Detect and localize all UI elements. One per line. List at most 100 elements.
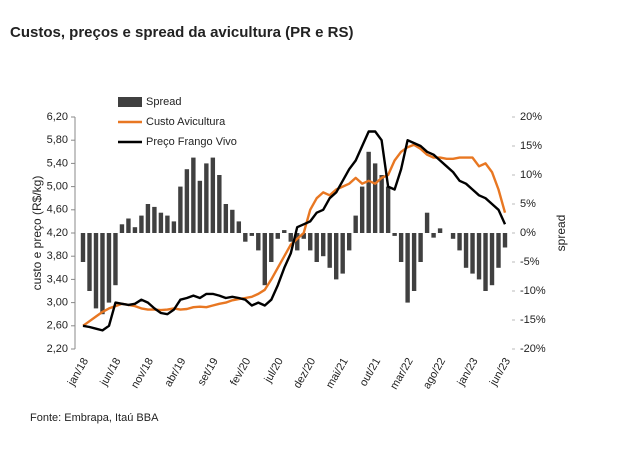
x-tick-label: jun/23	[487, 356, 513, 389]
spread-bar	[113, 233, 118, 286]
x-tick-label: nov/18	[129, 356, 156, 391]
spread-bar	[275, 233, 280, 239]
y-tick-label: 5,80	[47, 134, 68, 146]
spread-bar	[418, 233, 423, 262]
spread-bar	[126, 218, 131, 233]
x-tick-label: abr/19	[163, 356, 189, 389]
spread-bar	[269, 233, 274, 262]
y-tick-label: 5,00	[47, 181, 68, 193]
spread-bar	[165, 215, 170, 233]
x-tick-label: jan/23	[455, 356, 481, 389]
x-tick-label: out/21	[358, 356, 384, 388]
spread-bar	[372, 163, 378, 233]
y-tick-label: 3,40	[47, 273, 68, 285]
y-tick-label: 3,80	[47, 250, 68, 262]
spread-bar	[483, 233, 488, 291]
spread-bar	[301, 233, 306, 239]
spread-bar	[256, 233, 261, 251]
y2-tick-label: -15%	[520, 314, 546, 326]
spread-bar	[476, 233, 482, 280]
spread-bar	[496, 233, 501, 268]
spread-bar	[249, 233, 254, 236]
spread-bar	[230, 209, 235, 233]
y-tick-label: 6,20	[47, 111, 68, 123]
x-tick-label: jul/20	[262, 356, 286, 386]
spread-bar	[236, 221, 242, 233]
spread-bar	[450, 233, 456, 239]
spread-bar	[191, 157, 196, 233]
spread-bar	[346, 233, 352, 251]
spread-bar	[327, 233, 332, 268]
x-tick-label: dez/20	[291, 356, 318, 391]
legend-label: Custo Avicultura	[146, 116, 226, 128]
spread-bar	[204, 163, 209, 233]
spread-bar	[295, 233, 300, 251]
y2-tick-label: 0%	[520, 227, 536, 239]
spread-bar	[171, 221, 177, 233]
y2-tick-label: -10%	[520, 285, 546, 297]
spread-bar	[197, 180, 203, 233]
spread-bar	[437, 228, 443, 233]
spread-bar	[288, 233, 293, 242]
y-tick-label: 4,20	[47, 227, 68, 239]
spread-bar	[398, 233, 404, 262]
spread-bar	[431, 233, 436, 238]
y2-tick-label: -5%	[520, 256, 540, 268]
spread-bar	[489, 233, 495, 286]
spread-bar	[405, 233, 410, 303]
spread-bar	[87, 233, 92, 291]
y2-tick-label: 5%	[520, 198, 536, 210]
spread-bar	[470, 233, 475, 274]
spread-bar	[132, 227, 138, 233]
spread-bar	[353, 215, 358, 233]
spread-bar	[178, 186, 183, 233]
spread-bar	[243, 233, 248, 242]
y2-tick-label: 10%	[520, 169, 542, 181]
spread-bar	[217, 175, 222, 233]
spread-bar	[308, 233, 313, 251]
spread-bar	[106, 233, 112, 303]
x-tick-label: mai/21	[324, 356, 351, 391]
spread-bar	[424, 212, 430, 233]
y2-axis-title: spread	[554, 215, 568, 252]
series-line	[82, 130, 507, 332]
spread-bar	[282, 230, 287, 233]
spread-bar	[314, 233, 319, 262]
spread-bar	[385, 186, 391, 233]
spread-bar	[139, 215, 144, 233]
spread-bar	[340, 233, 345, 274]
x-tick-label: jun/18	[98, 356, 124, 389]
source-note: Fonte: Embrapa, Itaú BBA	[30, 412, 159, 424]
legend-label: Preço Frango Vivo	[146, 136, 237, 148]
spread-bar	[262, 233, 267, 286]
spread-bar	[93, 233, 99, 309]
spread-bar	[463, 233, 469, 268]
spread-bar	[392, 233, 397, 236]
spread-bar	[119, 224, 125, 233]
spread-bar	[334, 233, 339, 280]
spread-bar	[321, 233, 326, 257]
spread-bar	[502, 233, 508, 248]
spread-bar	[223, 204, 229, 233]
spread-bar	[457, 233, 462, 251]
spread-bar	[411, 233, 417, 291]
y-tick-label: 2,20	[47, 343, 68, 355]
y2-tick-label: -20%	[520, 343, 546, 355]
legend-label: Spread	[146, 96, 181, 108]
y-tick-label: 4,60	[47, 204, 68, 216]
x-tick-label: jan/18	[65, 356, 91, 389]
spread-bar	[366, 151, 371, 233]
y-tick-label: 2,60	[47, 320, 68, 332]
x-tick-label: set/19	[196, 356, 221, 388]
spread-bar	[379, 175, 384, 233]
spread-bar	[359, 186, 365, 233]
y-axis-title: custo e preço (R$/kg)	[30, 176, 44, 291]
spread-bar	[152, 206, 157, 233]
chart-title: Custos, preços e spread da avicultura (P…	[10, 24, 353, 41]
spread-bar	[145, 204, 151, 233]
x-tick-label: ago/22	[421, 356, 448, 391]
spread-bar	[210, 157, 216, 233]
x-tick-label: fev/20	[228, 356, 253, 388]
legend-swatch	[118, 97, 142, 107]
